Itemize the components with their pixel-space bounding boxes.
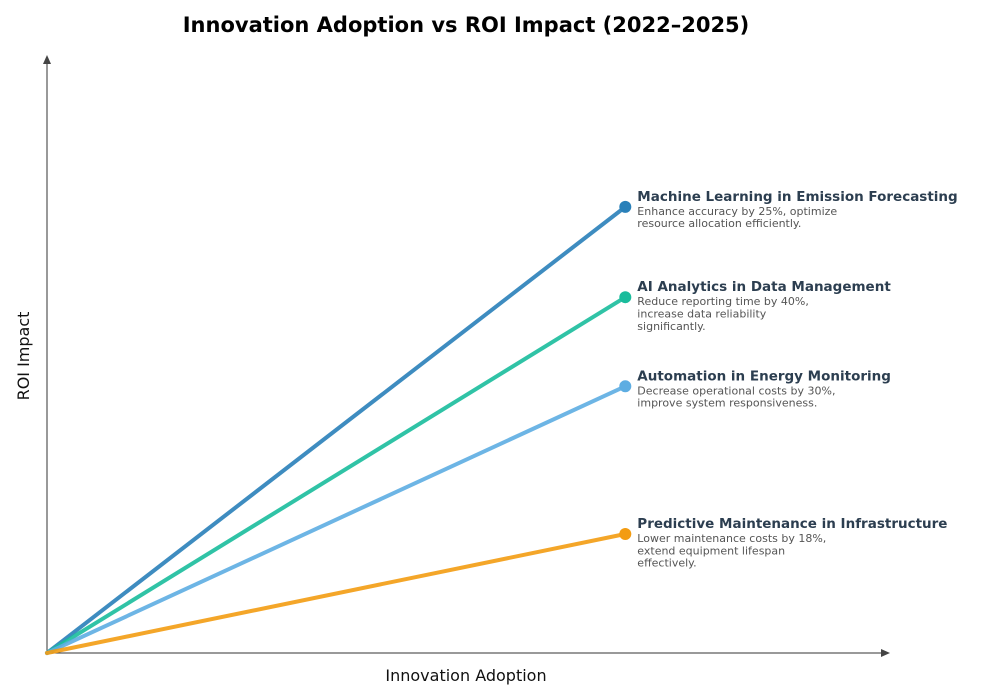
- annotation-description: improve system responsiveness.: [637, 397, 817, 410]
- axes: [43, 55, 890, 657]
- endpoint-marker: [619, 527, 632, 540]
- series-3: Predictive Maintenance in Infrastructure…: [45, 516, 947, 655]
- endpoint-marker: [619, 291, 632, 304]
- y-axis-label: ROI Impact: [14, 312, 33, 401]
- annotation-description: Lower maintenance costs by 18%,: [637, 532, 826, 545]
- series-line: [45, 295, 628, 655]
- chart-title: Innovation Adoption vs ROI Impact (2022–…: [183, 13, 750, 37]
- y-axis-arrow: [43, 55, 51, 64]
- x-axis-label: Innovation Adoption: [385, 666, 546, 685]
- annotation-description: Reduce reporting time by 40%,: [637, 295, 809, 308]
- x-axis-arrow: [881, 649, 890, 657]
- annotation-description: Enhance accuracy by 25%, optimize: [637, 205, 837, 218]
- endpoint-marker: [619, 200, 632, 213]
- annotation-description: extend equipment lifespan: [637, 544, 785, 557]
- annotation-title: Predictive Maintenance in Infrastructure: [637, 516, 947, 532]
- annotation-description: Decrease operational costs by 30%,: [637, 384, 835, 397]
- annotation-description: resource allocation efficiently.: [637, 217, 801, 230]
- series-line: [45, 384, 628, 655]
- annotation-title: Automation in Energy Monitoring: [637, 368, 891, 384]
- endpoint-marker: [619, 380, 632, 393]
- annotation-title: Machine Learning in Emission Forecasting: [637, 189, 957, 205]
- annotation-description: significantly.: [637, 320, 705, 333]
- series-line: [45, 204, 628, 655]
- annotation-title: AI Analytics in Data Management: [637, 279, 891, 295]
- annotation-description: increase data reliability: [637, 307, 766, 320]
- series-line: [45, 531, 628, 655]
- series-layer: Machine Learning in Emission Forecasting…: [45, 189, 958, 655]
- series-0: Machine Learning in Emission Forecasting…: [45, 189, 958, 655]
- series-2: Automation in Energy MonitoringDecrease …: [45, 368, 891, 655]
- annotation-description: effectively.: [637, 557, 696, 570]
